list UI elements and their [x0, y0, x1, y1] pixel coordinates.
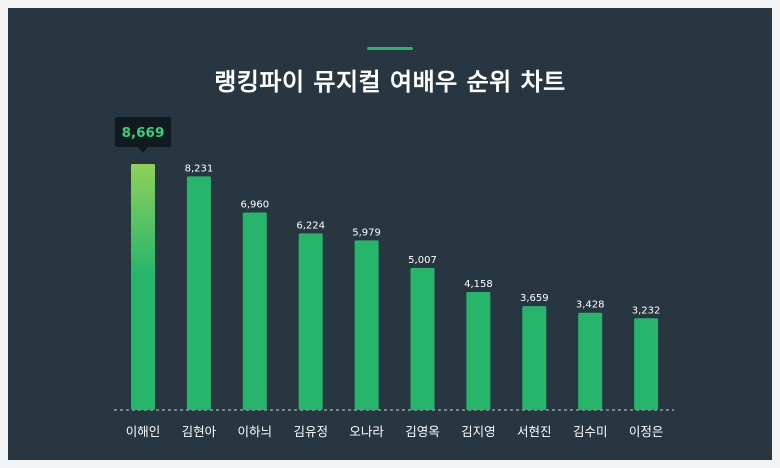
- bar-김수미: [578, 312, 603, 410]
- category-label: 이하늬: [238, 424, 273, 439]
- value-label: 5,979: [352, 227, 381, 238]
- category-label: 김지영: [461, 424, 496, 439]
- category-label: 김영옥: [405, 424, 440, 439]
- category-label: 서현진: [517, 424, 552, 439]
- bar-김지영: [466, 292, 491, 410]
- value-label: 8,231: [185, 163, 214, 174]
- value-label: 5,007: [408, 255, 437, 266]
- value-label: 3,428: [576, 300, 605, 311]
- chart-title: 랭킹파이 뮤지컬 여배우 순위 차트: [214, 68, 566, 96]
- bar-오나라: [354, 240, 379, 410]
- bar-김유정: [298, 233, 323, 410]
- category-label: 오나라: [349, 424, 384, 439]
- tooltip-value: 8,669: [122, 125, 165, 141]
- bar-이하늬: [242, 212, 267, 410]
- value-label: 3,659: [520, 293, 549, 304]
- category-label: 김수미: [573, 424, 608, 439]
- bar-김현아: [186, 176, 211, 410]
- title-accent-line: [367, 47, 413, 50]
- chart-card: 랭킹파이 뮤지컬 여배우 순위 차트 이해인 김현아 8,231 이하늬 6,960 김유…: [8, 8, 772, 460]
- highlight-tooltip: 8,669: [115, 117, 171, 153]
- value-label: 3,232: [632, 305, 661, 316]
- category-label: 이정은: [629, 424, 664, 439]
- bar-김영옥: [410, 267, 435, 410]
- value-label: 4,158: [464, 279, 493, 290]
- value-label: 6,224: [296, 220, 325, 231]
- category-label: 김유정: [293, 424, 328, 439]
- value-label: 6,960: [240, 199, 269, 210]
- bar-이해인: [131, 164, 155, 410]
- labels-group: 이해인 김현아 8,231 이하늬 6,960 김유정 6,224 오나라 5,979 김영옥 5,…: [126, 163, 664, 439]
- category-label: 김현아: [182, 424, 217, 439]
- bar-chart: 이해인 김현아 8,231 이하늬 6,960 김유정 6,224 오나라 5,979 김영옥 5,…: [114, 117, 674, 439]
- category-label: 이해인: [126, 424, 161, 439]
- bar-이정은: [634, 318, 659, 410]
- bar-서현진: [522, 306, 547, 410]
- tooltip-box: [115, 117, 171, 147]
- bars-group: [131, 164, 659, 410]
- tooltip-pointer: [138, 147, 148, 153]
